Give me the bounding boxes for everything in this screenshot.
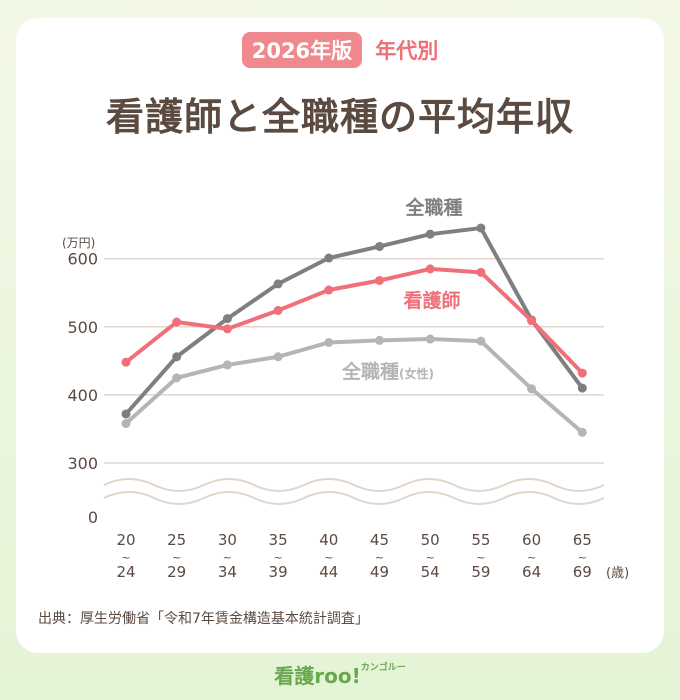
logo-text: 看護roo! (274, 664, 361, 688)
y-tick-label: 300 (67, 454, 98, 473)
series-line (124, 266, 584, 375)
data-point (577, 368, 587, 378)
y-tick-label: 400 (67, 386, 98, 405)
data-point (375, 241, 384, 251)
series-label: 看護師 (402, 289, 460, 312)
x-tick-label: 29 (167, 563, 186, 581)
y-axis-unit: (万円) (62, 236, 95, 250)
x-tick-label: 25 (167, 531, 186, 549)
data-point (527, 316, 537, 326)
data-point (273, 279, 283, 289)
x-tick-label: 30 (218, 531, 237, 549)
data-point (273, 305, 283, 315)
x-tick-label: 50 (421, 531, 440, 549)
x-tick-label: ~ (426, 551, 435, 564)
y-tick-label: 500 (67, 318, 98, 337)
y-tick-label: 0 (88, 508, 98, 527)
x-tick-label: ~ (578, 551, 587, 564)
data-point (324, 253, 334, 263)
x-tick-label: 65 (573, 531, 592, 549)
x-tick-label: 60 (522, 531, 541, 549)
data-point (121, 409, 131, 419)
data-point (172, 373, 182, 383)
x-tick-label: 55 (471, 531, 490, 549)
x-tick-label: ~ (476, 551, 485, 564)
data-point (324, 285, 334, 295)
x-tick-label: 20 (116, 531, 135, 549)
infographic-card (16, 18, 664, 653)
series-line (124, 337, 584, 434)
x-tick-label: 44 (319, 563, 338, 581)
data-point (172, 317, 182, 327)
data-point (527, 384, 537, 394)
data-point (222, 314, 232, 324)
data-point (425, 229, 435, 239)
x-tick-label: 69 (573, 563, 592, 581)
x-tick-label: 34 (218, 563, 237, 581)
data-point (577, 427, 587, 437)
x-tick-label: ~ (223, 551, 232, 564)
data-point (375, 275, 384, 285)
x-tick-label: 64 (522, 563, 541, 581)
x-tick-label: 45 (370, 531, 389, 549)
y-tick-label: 600 (67, 250, 98, 269)
x-tick-label: ~ (324, 551, 333, 564)
x-tick-label: 35 (269, 531, 288, 549)
x-tick-label: ~ (375, 551, 384, 564)
source-note: 出典：厚生労働省「令和7年賃金構造基本統計調査」 (38, 611, 369, 627)
data-point (172, 352, 182, 362)
year-badge: 2026年版 (241, 32, 363, 68)
x-tick-label: ~ (121, 551, 130, 564)
logo-kana: カンゴルー (360, 663, 406, 673)
data-point (476, 267, 486, 277)
page-title: 看護師と全職種の平均年収 (105, 95, 574, 139)
x-tick-label: ~ (273, 551, 282, 564)
data-point (425, 334, 435, 344)
x-tick-label: 59 (471, 563, 490, 581)
data-point (121, 357, 131, 367)
brand-logo: 看護roo!カンゴルー (0, 660, 680, 689)
data-point (425, 264, 435, 274)
data-point (121, 419, 131, 429)
headline: 2026年版 年代別 (0, 32, 680, 68)
subtitle-tag: 年代別 (375, 39, 439, 63)
axis-break-wave (103, 491, 605, 505)
data-point (324, 337, 334, 347)
x-tick-label: 49 (370, 563, 389, 581)
x-tick-label: 54 (421, 563, 440, 581)
series-line (124, 226, 584, 416)
series-label-suffix: (女性) (399, 366, 434, 381)
data-point (222, 360, 232, 370)
series-label: 全職種 (404, 196, 462, 219)
x-axis-unit: (歳) (606, 566, 629, 581)
data-point (375, 335, 384, 345)
x-tick-label: ~ (172, 551, 181, 564)
data-point (476, 223, 486, 233)
data-point (577, 383, 587, 393)
data-point (222, 324, 232, 334)
axis-break-wave (103, 478, 605, 492)
x-tick-label: 40 (319, 531, 338, 549)
data-point (476, 336, 486, 346)
x-tick-label: 24 (116, 563, 135, 581)
series-label: 全職種(女性) (341, 360, 434, 383)
data-point (273, 352, 283, 362)
axis-break-band (104, 480, 604, 502)
x-tick-label: 39 (269, 563, 288, 581)
x-tick-label: ~ (527, 551, 536, 564)
